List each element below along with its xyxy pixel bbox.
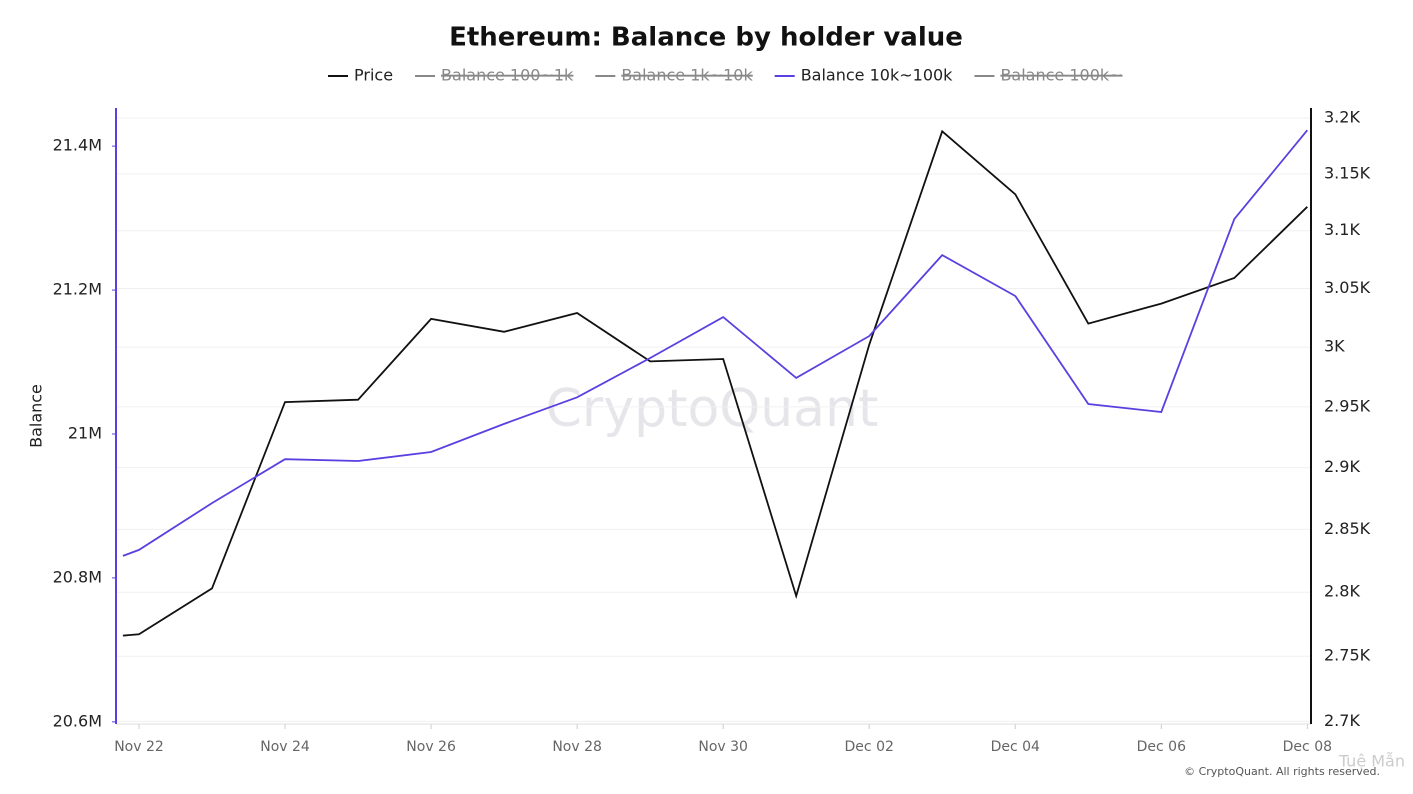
series-line: [122, 129, 1308, 557]
footer: © CryptoQuant. All rights reserved.: [1184, 765, 1380, 778]
x-tick-label: Dec 04: [991, 739, 1040, 755]
y2-tick-label: 2.95K: [1324, 396, 1371, 415]
y-tick-label: 20.6M: [53, 711, 102, 730]
y-tick-label: 21.4M: [53, 136, 102, 155]
legend-label[interactable]: Balance 1k~10k: [621, 66, 753, 85]
y2-tick-label: 3K: [1324, 337, 1345, 356]
x-tick-label: Dec 02: [845, 739, 894, 755]
y2-tick-label: 2.75K: [1324, 646, 1371, 665]
y-axis-label: Balance: [27, 384, 46, 448]
legend-label[interactable]: Balance 10k~100k: [801, 66, 953, 85]
y2-tick-label: 2.85K: [1324, 519, 1371, 538]
legend-label[interactable]: Price: [354, 66, 393, 85]
legend-label[interactable]: Balance 100~1k: [441, 66, 574, 85]
y2-tick-label: 2.7K: [1324, 711, 1360, 730]
y-tick-label: 21.2M: [53, 280, 102, 299]
y-tick-label: 20.8M: [53, 567, 102, 586]
y2-tick-label: 3.05K: [1324, 278, 1371, 297]
y2-tick-label: 3.15K: [1324, 163, 1371, 182]
series-line: [122, 129, 1308, 637]
y2-tick-label: 2.8K: [1324, 582, 1360, 601]
credit: Tuệ Mẫn: [1338, 752, 1405, 771]
x-tick-label: Nov 26: [406, 739, 456, 755]
y2-tick-label: 3.2K: [1324, 107, 1360, 126]
y2-tick-label: 2.9K: [1324, 457, 1360, 476]
watermark: CryptoQuant: [546, 379, 879, 439]
x-tick-label: Nov 24: [260, 739, 310, 755]
y2-tick-label: 3.1K: [1324, 220, 1360, 239]
y-tick-label: 21M: [68, 423, 102, 442]
x-tick-label: Dec 08: [1283, 739, 1332, 755]
legend-label[interactable]: Balance 100k~: [1000, 66, 1122, 85]
chart-title: Ethereum: Balance by holder value: [449, 23, 963, 53]
x-tick-label: Nov 30: [698, 739, 748, 755]
x-tick-label: Nov 28: [552, 739, 602, 755]
x-tick-label: Dec 06: [1137, 739, 1186, 755]
x-tick-label: Nov 22: [114, 739, 164, 755]
